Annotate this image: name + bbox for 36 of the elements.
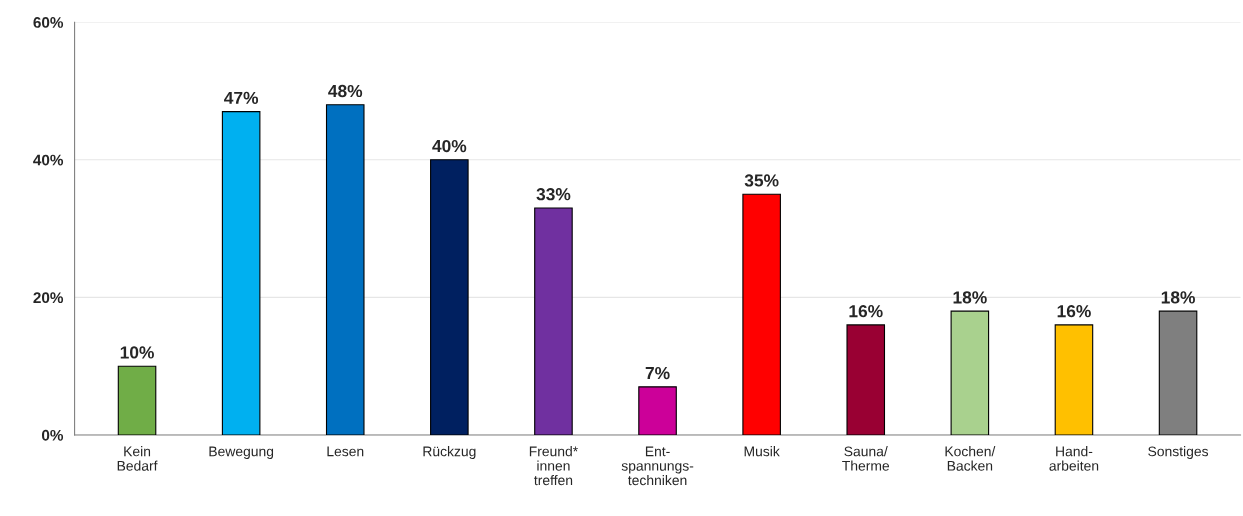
x-tick-label: Ent- spannungs- techniken	[621, 446, 694, 486]
x-tick-label: Rückzug	[423, 446, 476, 460]
y-tick-label: 60%	[33, 17, 64, 28]
bar	[742, 193, 781, 435]
data-label: 18%	[953, 291, 987, 304]
data-label: 40%	[432, 139, 467, 153]
data-label: 16%	[1057, 305, 1091, 318]
y-tick-label: 0%	[41, 429, 64, 441]
bar	[430, 159, 469, 435]
x-tick-label: Hand- arbeiten	[1049, 446, 1099, 471]
x-tick-label: Kochen/ Backen	[945, 446, 996, 471]
data-label: 16%	[849, 305, 883, 318]
x-tick-label: Kein Bedarf	[117, 446, 158, 471]
data-label: 48%	[328, 84, 363, 98]
data-label: 7%	[645, 366, 670, 380]
bar	[638, 386, 677, 435]
data-label: 10%	[120, 346, 154, 359]
data-label: 35%	[744, 174, 779, 187]
bar	[534, 207, 573, 435]
x-tick-label: Bewegung	[209, 446, 274, 460]
data-label: 18%	[1161, 291, 1195, 304]
x-tick-label: Sonstiges	[1148, 446, 1209, 460]
data-label: 33%	[536, 188, 571, 201]
y-tick-label: 20%	[33, 292, 64, 304]
bar	[221, 111, 261, 435]
data-label: 47%	[224, 91, 259, 104]
x-tick-label: Sauna/ Therme	[842, 446, 890, 471]
bar	[325, 104, 365, 435]
bar	[846, 324, 886, 435]
x-tick-label: Lesen	[327, 446, 364, 457]
x-tick-label: Musik	[744, 446, 780, 457]
bar	[117, 365, 157, 435]
x-tick-label: Freund* innen treffen	[529, 446, 578, 486]
bar	[1054, 324, 1094, 435]
y-tick-label: 40%	[33, 154, 64, 166]
bar	[950, 310, 990, 435]
